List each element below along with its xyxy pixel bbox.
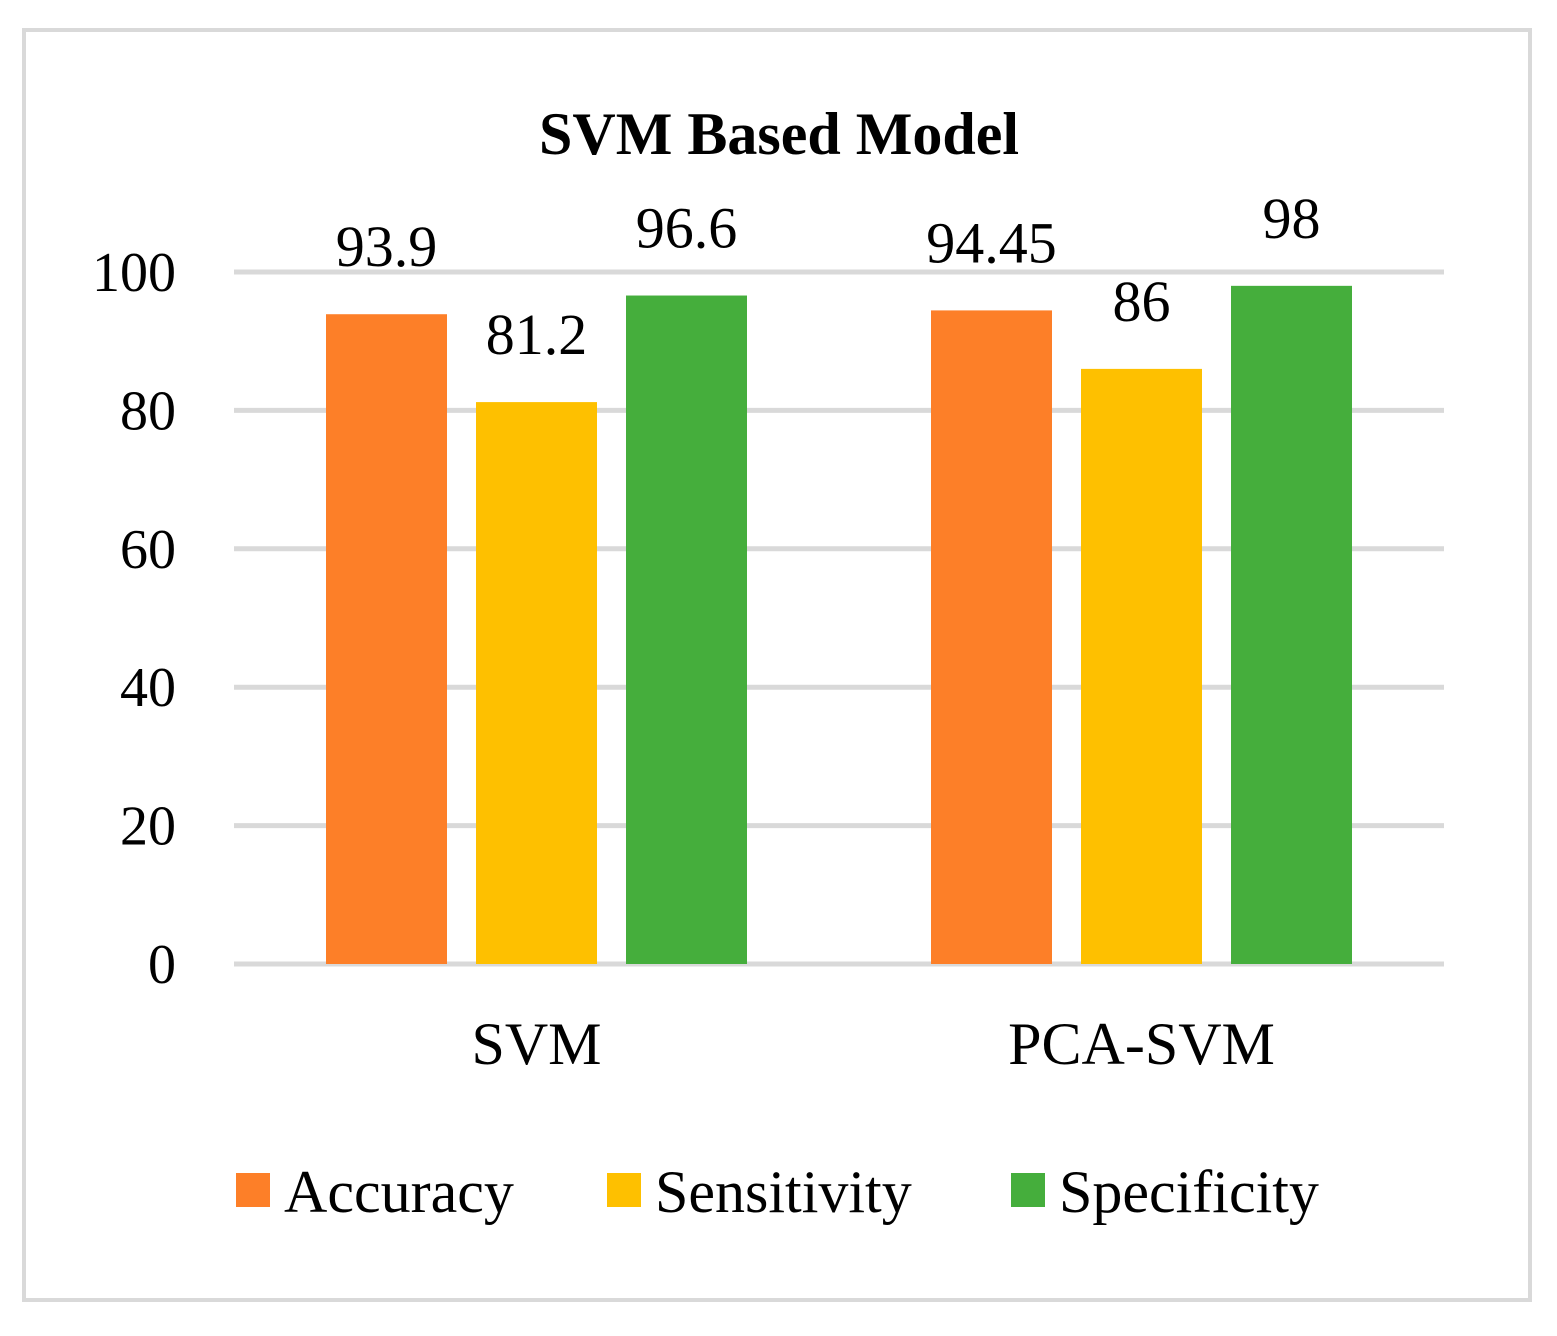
data-label: 96.6 [636,196,738,261]
y-tick-label: 100 [92,242,176,304]
data-label: 86 [1113,269,1171,334]
legend-swatch [1011,1173,1045,1207]
bars [326,285,1352,965]
y-tick-label: 40 [120,657,176,719]
bar-specificity-pca-svm [1231,285,1352,965]
legend-label: Specificity [1059,1159,1319,1225]
data-label: 94.45 [926,210,1057,275]
x-axis-category-labels: SVM PCA-SVM [471,1011,1274,1077]
y-tick-label: 0 [148,934,176,996]
legend-swatch [607,1173,641,1207]
bar-specificity-svm [626,295,747,964]
bar-accuracy-svm [326,314,447,964]
legend-label: Sensitivity [655,1159,912,1225]
data-label: 98 [1263,186,1321,251]
y-axis-tick-labels: 0 20 40 60 80 100 [92,242,176,996]
data-label: 93.9 [336,214,438,279]
legend-swatch [236,1173,270,1207]
x-category-label: PCA-SVM [1008,1011,1275,1077]
data-labels: 93.9 81.2 96.6 94.45 86 98 [336,186,1321,367]
x-category-label: SVM [471,1011,601,1077]
bar-sensitivity-pca-svm [1081,368,1202,964]
y-tick-label: 80 [120,380,176,442]
y-tick-label: 20 [120,796,176,858]
chart-title: SVM Based Model [539,101,1019,167]
y-tick-label: 60 [120,519,176,581]
bar-accuracy-pca-svm [931,310,1052,964]
bar-sensitivity-svm [476,402,597,964]
legend: Accuracy Sensitivity Specificity [236,1159,1319,1225]
data-label: 81.2 [486,302,588,367]
legend-label: Accuracy [284,1159,514,1225]
